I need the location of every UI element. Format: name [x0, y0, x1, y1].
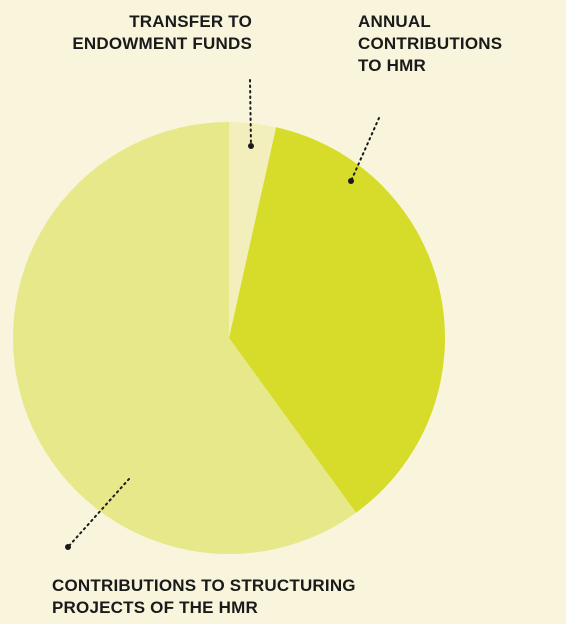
leader-line-annual-contributions	[350, 117, 380, 182]
leader-line-transfer-to-endowment-funds	[249, 79, 252, 147]
slice-label-line: TRANSFER TO	[129, 12, 252, 31]
slice-label-line: TO HMR	[358, 56, 426, 75]
pie-slice-transfer-to-endowment-funds	[229, 122, 277, 338]
pie-slice-structuring-projects	[13, 122, 356, 554]
leader-line-structuring-projects-dot	[65, 544, 71, 550]
slice-label-line: CONTRIBUTIONS	[358, 34, 503, 53]
slice-label-line: CONTRIBUTIONS TO STRUCTURING	[52, 576, 356, 595]
slice-label-line: ENDOWMENT FUNDS	[72, 34, 252, 53]
slice-label-annual-contributions: ANNUAL CONTRIBUTIONS TO HMR	[358, 11, 502, 77]
leader-line-structuring-projects	[67, 478, 130, 548]
slice-label-line: ANNUAL	[358, 12, 431, 31]
slice-label-structuring-projects: CONTRIBUTIONS TO STRUCTURING PROJECTS OF…	[52, 575, 356, 619]
leader-line-annual-contributions-dot	[348, 178, 354, 184]
slice-label-transfer-to-endowment-funds: TRANSFER TO ENDOWMENT FUNDS	[72, 11, 252, 55]
pie-slice-annual-contributions	[229, 127, 446, 513]
leader-lines	[65, 79, 380, 550]
pie-slices	[13, 122, 446, 554]
leader-line-transfer-to-endowment-funds-dot	[248, 143, 254, 149]
slice-label-line: PROJECTS OF THE HMR	[52, 598, 258, 617]
